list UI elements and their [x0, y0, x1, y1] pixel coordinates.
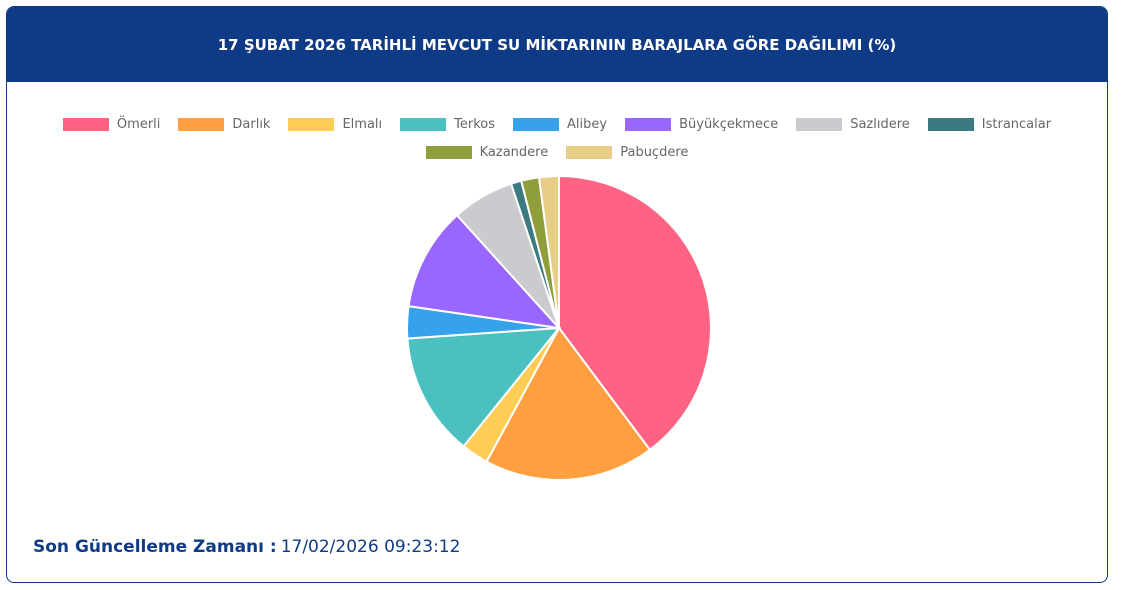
legend-item[interactable]: Kazandere — [425, 143, 549, 161]
legend-label: Terkos — [454, 116, 496, 132]
legend-swatch — [178, 117, 225, 131]
legend-swatch — [288, 117, 335, 131]
legend-label: Sazlıdere — [850, 116, 910, 132]
footer: Son Güncelleme Zamanı :17/02/2026 09:23:… — [33, 537, 460, 557]
legend-item[interactable]: Alibey — [513, 115, 607, 133]
legend: Ömerli Darlık Elmalı Terkos Alibey Büyükçekme… — [47, 115, 1067, 161]
legend-swatch — [796, 117, 843, 131]
footer-time: 17/02/2026 09:23:12 — [280, 537, 461, 557]
pie-slice[interactable] — [558, 174, 712, 452]
pie-chart — [406, 174, 712, 481]
legend-item[interactable]: Sazlıdere — [796, 115, 910, 133]
legend-item[interactable]: Terkos — [400, 115, 495, 133]
pie-slice[interactable] — [406, 326, 562, 448]
legend-swatch — [513, 117, 560, 131]
legend-label: Darlık — [232, 116, 271, 132]
legend-label: Istrancalar — [981, 116, 1052, 132]
legend-item[interactable]: Büyükçekmece — [625, 115, 778, 133]
footer-label: Son Güncelleme Zamanı : — [33, 537, 277, 557]
legend-swatch — [625, 117, 672, 131]
legend-item[interactable]: Ömerli — [62, 115, 161, 133]
legend-label: Ömerli — [116, 116, 161, 132]
legend-swatch — [425, 145, 472, 159]
pie-slice[interactable] — [407, 213, 562, 330]
pie-slice[interactable] — [485, 326, 652, 481]
legend-swatch — [400, 117, 447, 131]
legend-item[interactable]: Pabuçdere — [566, 143, 688, 161]
legend-label: Kazandere — [479, 144, 549, 160]
legend-item[interactable]: Darlık — [178, 115, 270, 133]
legend-item[interactable]: Istrancalar — [927, 115, 1052, 133]
legend-swatch — [62, 117, 109, 131]
legend-swatch — [566, 145, 613, 159]
legend-swatch — [927, 117, 974, 131]
legend-label: Alibey — [567, 116, 608, 132]
pie-slice[interactable] — [537, 174, 560, 329]
chart-title: 17 ŞUBAT 2026 TARİHLİ MEVCUT SU MİKTARIN… — [7, 7, 1107, 82]
legend-label: Pabuçdere — [620, 144, 689, 160]
chart-card: 17 ŞUBAT 2026 TARİHLİ MEVCUT SU MİKTARIN… — [6, 6, 1108, 583]
legend-item[interactable]: Elmalı — [288, 115, 382, 133]
legend-label: Büyükçekmece — [679, 116, 779, 132]
legend-label: Elmalı — [342, 116, 383, 132]
